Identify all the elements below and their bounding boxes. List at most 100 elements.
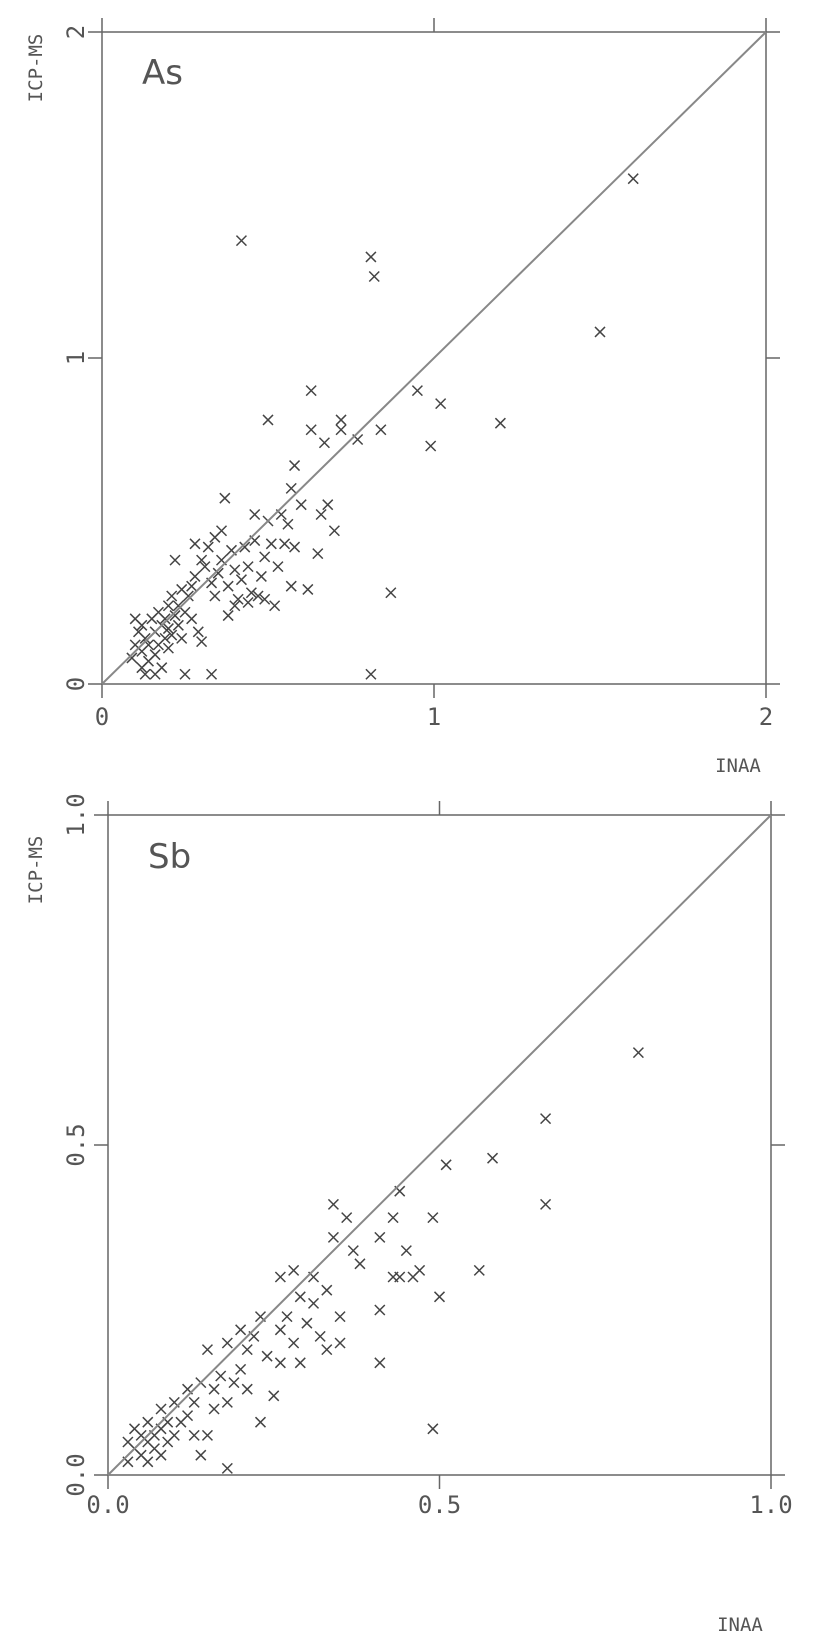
y-tick-label: 2	[62, 25, 90, 39]
data-point	[241, 1383, 253, 1395]
data-point	[265, 538, 277, 550]
data-point	[126, 652, 138, 664]
data-point	[149, 649, 161, 661]
data-point	[327, 1231, 339, 1243]
data-point	[235, 1324, 247, 1336]
data-point	[354, 1258, 366, 1270]
data-point	[188, 1396, 200, 1408]
data-point	[162, 600, 174, 612]
data-point	[139, 668, 151, 680]
data-point	[229, 564, 241, 576]
data-point	[195, 1449, 207, 1461]
data-point	[334, 1311, 346, 1323]
data-point	[321, 1284, 333, 1296]
data-point	[315, 508, 327, 521]
data-point	[279, 538, 291, 550]
data-point	[235, 574, 247, 586]
data-point	[254, 1416, 267, 1428]
data-point	[169, 554, 181, 566]
data-point	[318, 437, 330, 449]
data-point	[334, 1337, 346, 1349]
data-point	[540, 1113, 552, 1125]
x-axis-label: INAA	[715, 755, 761, 777]
data-point	[166, 590, 178, 602]
data-point	[201, 1429, 213, 1441]
panel-label: As	[142, 53, 183, 93]
x-tick-label: 0.5	[418, 1491, 461, 1519]
reference-line	[101, 31, 767, 685]
axis-ticks: 0.00.0 0.5 0.5 1.0 1.0	[62, 793, 793, 1519]
data-point	[289, 541, 301, 553]
x-tick-label: 1.0	[749, 1491, 792, 1519]
data-point	[221, 1396, 233, 1408]
data-point	[302, 583, 314, 595]
data-point	[281, 1311, 293, 1323]
data-point	[242, 596, 254, 609]
data-point	[196, 554, 208, 566]
data-point	[242, 561, 254, 573]
data-point	[374, 1304, 386, 1316]
data-point	[374, 1231, 386, 1243]
data-point	[215, 525, 228, 537]
data-point	[627, 173, 639, 185]
data-point	[166, 629, 178, 641]
data-point	[295, 499, 307, 511]
data-point	[285, 580, 297, 592]
data-point	[229, 600, 241, 612]
data-point	[440, 1159, 452, 1171]
data-points	[122, 1047, 644, 1474]
data-point	[186, 613, 198, 625]
data-point	[162, 623, 174, 635]
data-point	[199, 561, 211, 573]
data-point	[142, 1416, 154, 1428]
data-point	[365, 251, 377, 263]
data-point	[282, 518, 294, 530]
data-point	[235, 235, 247, 247]
data-point	[202, 541, 214, 553]
x-axis-label: INAA	[717, 1614, 763, 1636]
data-point	[294, 1291, 306, 1303]
data-point	[169, 610, 181, 622]
data-point	[156, 662, 168, 674]
panel-label: Sb	[148, 837, 191, 877]
data-point	[208, 1383, 220, 1395]
data-point	[321, 1344, 333, 1356]
data-point	[374, 1357, 386, 1369]
data-point	[272, 561, 284, 573]
data-point	[632, 1047, 644, 1059]
data-point	[368, 270, 380, 283]
data-point	[307, 1297, 320, 1309]
data-point	[249, 508, 261, 521]
data-point	[433, 1291, 446, 1303]
data-point	[274, 1324, 286, 1336]
data-point	[274, 1357, 286, 1369]
data-point	[196, 636, 208, 648]
data-points	[126, 173, 639, 680]
y-axis-label: ICP-MS	[25, 836, 47, 905]
data-point	[261, 1350, 273, 1362]
data-point	[221, 1462, 233, 1474]
data-point	[335, 414, 347, 426]
data-point	[252, 590, 264, 602]
data-point	[206, 668, 218, 680]
data-point	[235, 1363, 247, 1375]
data-point	[159, 632, 171, 644]
x-tick-label: 0	[95, 703, 109, 731]
data-point	[288, 1264, 300, 1276]
data-point	[288, 1337, 300, 1349]
data-point	[473, 1264, 485, 1276]
data-point	[400, 1245, 412, 1257]
data-point	[168, 1429, 180, 1441]
data-point	[305, 424, 317, 436]
reference-line	[107, 814, 772, 1476]
data-point	[212, 567, 224, 579]
data-point	[136, 619, 148, 631]
x-tick-label: 1	[427, 703, 441, 731]
data-point	[162, 642, 174, 654]
data-point	[414, 1264, 426, 1276]
x-tick-label: 0.0	[86, 1491, 129, 1519]
data-point	[179, 668, 191, 680]
data-point	[255, 570, 267, 582]
data-point	[155, 1403, 167, 1415]
